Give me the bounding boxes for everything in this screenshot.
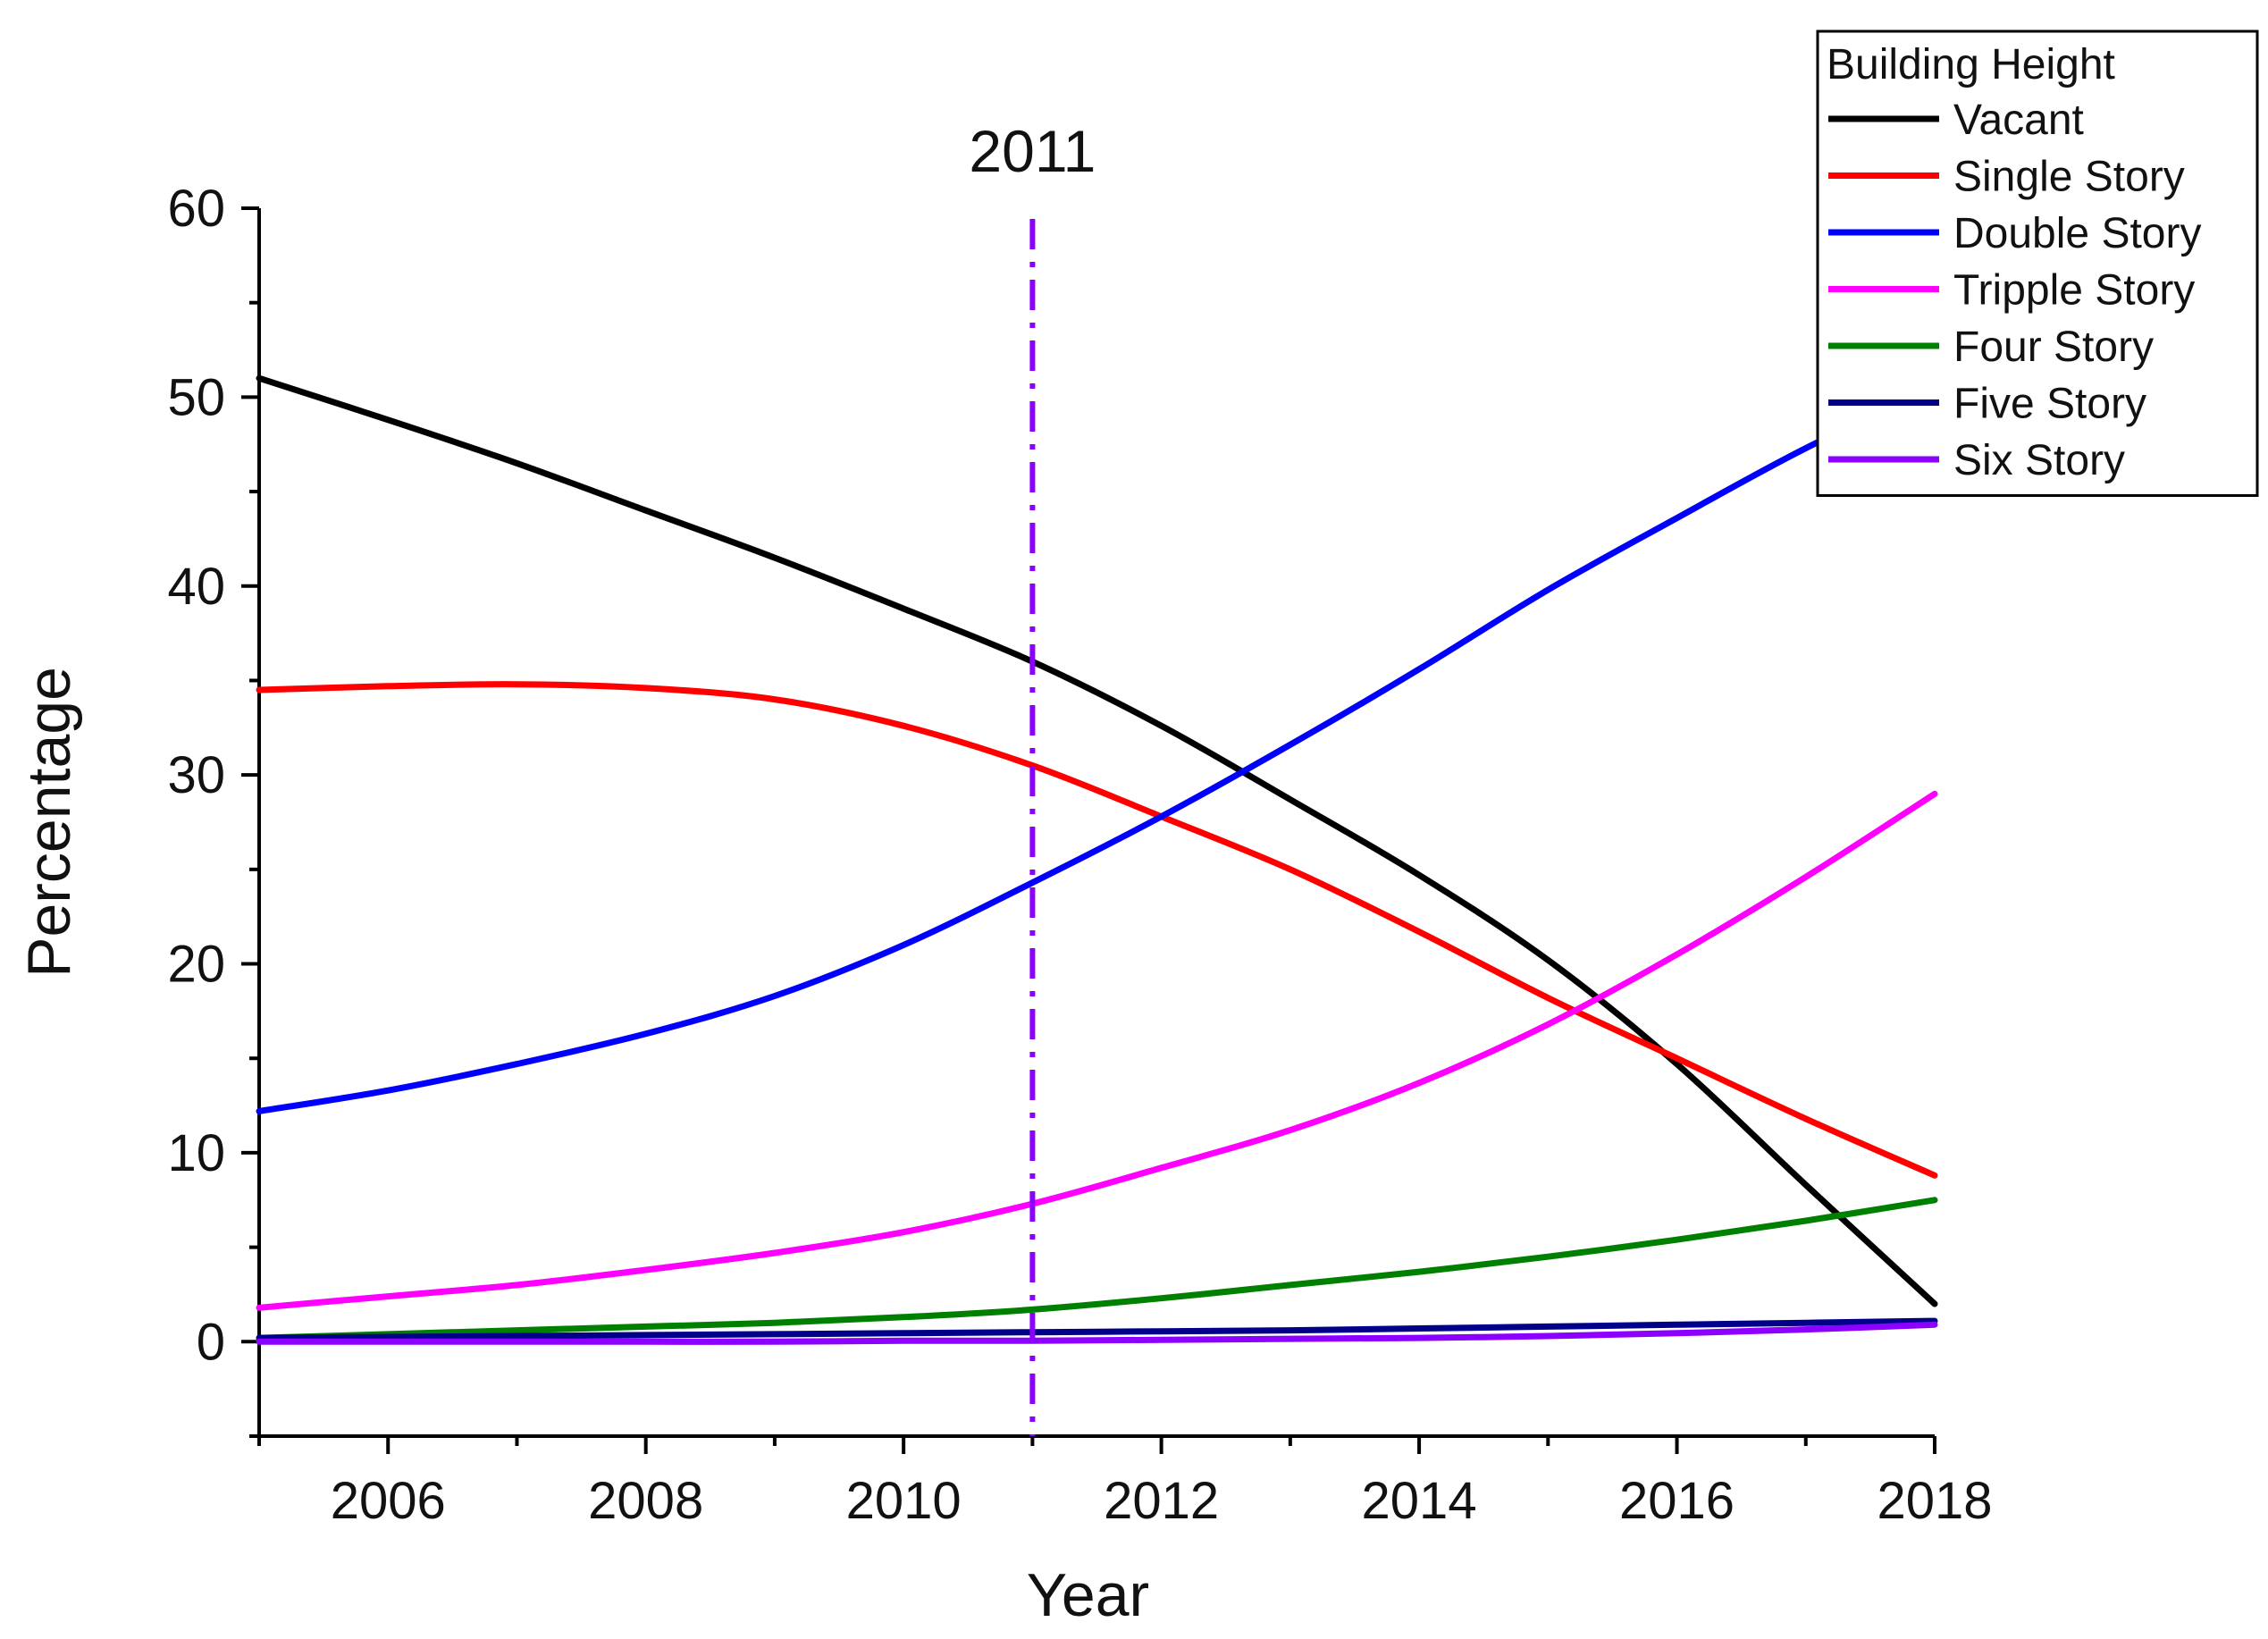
series-line-single-story bbox=[256, 681, 1938, 1179]
x-tick-label: 2008 bbox=[588, 1472, 703, 1530]
y-tick-label: 30 bbox=[167, 746, 225, 804]
series-line-double-story bbox=[256, 384, 1938, 1114]
y-tick-label: 60 bbox=[167, 180, 225, 238]
series-line-five-story bbox=[256, 1317, 1938, 1341]
y-tick-label: 40 bbox=[167, 558, 225, 616]
x-axis-title: Year bbox=[1027, 1561, 1149, 1629]
legend-label-six-story: Six Story bbox=[1953, 437, 2125, 484]
y-tick-label: 50 bbox=[167, 368, 225, 426]
series-line-tripple-story bbox=[256, 790, 1938, 1311]
legend-label-vacant: Vacant bbox=[1953, 97, 2084, 144]
axes: 0 10 20 30 40 50 60 2006 2008 2010 2012 2014 2016 201… bbox=[15, 180, 1993, 1629]
series-line-six-story bbox=[256, 1321, 1938, 1345]
legend-label-single-story: Single Story bbox=[1953, 154, 2185, 201]
annotation-layer: 2011 bbox=[969, 118, 1096, 1436]
x-tick-label: 2018 bbox=[1877, 1472, 1992, 1530]
y-tick-label: 10 bbox=[167, 1124, 225, 1182]
series-line-four-story bbox=[256, 1197, 1938, 1341]
x-tick-label: 2016 bbox=[1619, 1472, 1735, 1530]
legend-label-four-story: Four Story bbox=[1953, 324, 2154, 371]
legend: Building Height Vacant Single Story Double … bbox=[1816, 29, 2259, 497]
x-tick-label: 2006 bbox=[331, 1472, 446, 1530]
y-axis-title: Percentage bbox=[15, 667, 83, 978]
legend-title: Building Height bbox=[1827, 41, 2115, 88]
y-tick-label: 20 bbox=[167, 936, 225, 994]
x-tick-label: 2012 bbox=[1104, 1472, 1219, 1530]
legend-box bbox=[1816, 29, 2259, 497]
series-layer bbox=[256, 374, 1938, 1345]
annotation-label: 2011 bbox=[969, 118, 1096, 184]
legend-label-five-story: Five Story bbox=[1953, 381, 2146, 428]
x-tick-label: 2014 bbox=[1362, 1472, 1477, 1530]
legend-label-double-story: Double Story bbox=[1953, 210, 2201, 257]
x-tick-label: 2010 bbox=[846, 1472, 962, 1530]
y-tick-label: 0 bbox=[197, 1313, 225, 1371]
legend-label-tripple-story: Tripple Story bbox=[1953, 267, 2195, 315]
series-line-vacant bbox=[256, 374, 1938, 1307]
